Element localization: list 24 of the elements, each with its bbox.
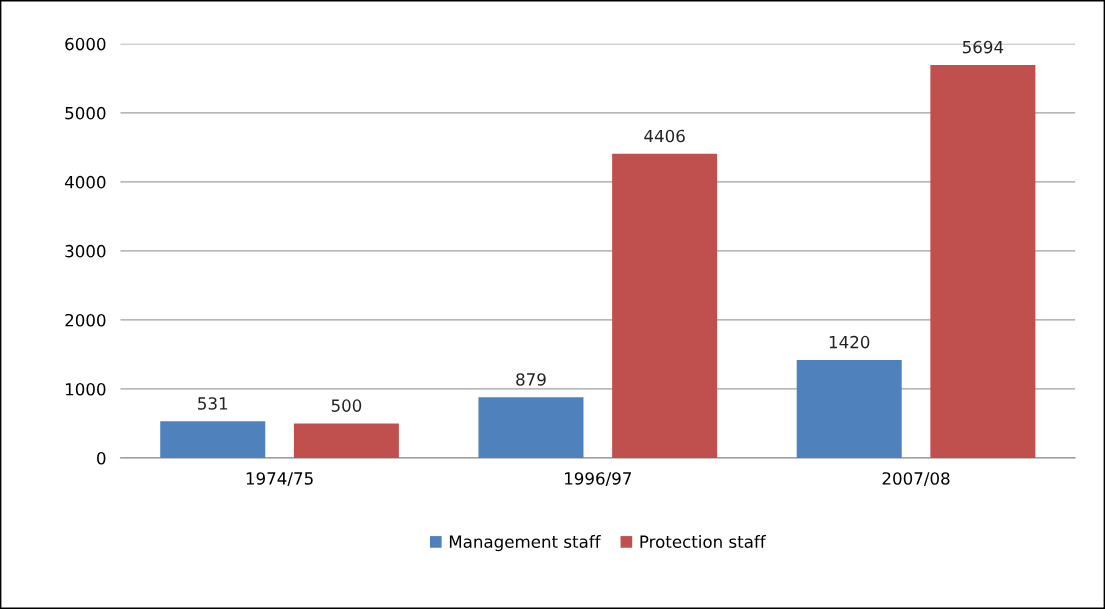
x-tick-label: 1974/75 [246, 472, 313, 487]
x-tick-label: 1996/97 [565, 472, 631, 487]
data-label: 1420 [829, 335, 870, 349]
data-label: 4406 [644, 129, 685, 143]
x-tick-label: 2007/08 [882, 472, 950, 487]
y-tick-label: 5000 [65, 106, 106, 120]
legend-label: Management staff [449, 535, 601, 552]
y-tick-label: 6000 [65, 37, 106, 51]
data-label: 500 [331, 399, 362, 412]
bar [160, 421, 266, 458]
bar [796, 359, 902, 458]
y-tick-label: 1000 [65, 382, 106, 396]
data-label: 5694 [962, 40, 1004, 54]
y-tick-label: 0 [97, 451, 106, 465]
y-tick-label: 3000 [65, 244, 106, 258]
data-label: 879 [516, 373, 546, 386]
bar [930, 64, 1036, 458]
y-tick-label: 2000 [65, 313, 106, 327]
bar [293, 423, 399, 458]
bar [612, 153, 718, 458]
legend-label: Protection staff [640, 535, 766, 548]
bar [478, 397, 584, 458]
y-tick-label: 4000 [64, 175, 106, 189]
data-label: 531 [198, 397, 228, 410]
